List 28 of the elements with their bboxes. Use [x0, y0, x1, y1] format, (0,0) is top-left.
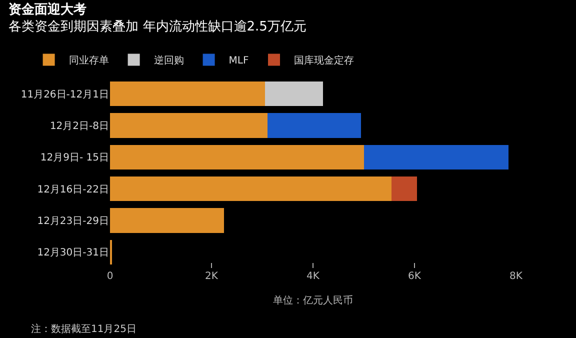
y-tick-label: 12月9日- 15日	[40, 152, 109, 164]
x-tick-label: 0	[106, 271, 114, 282]
x-tick-label: 6K	[408, 271, 422, 282]
legend-label: 同业存单	[68, 54, 109, 67]
bar	[110, 208, 224, 233]
bar	[364, 144, 508, 170]
text: 注：数据截至11月25日	[31, 323, 136, 335]
y-tick-label: 11月26日-12月1日	[20, 89, 109, 100]
legend-label: 国库现金定存	[294, 54, 354, 67]
y-tick-label: 12月30日-31日	[37, 248, 109, 259]
bar	[110, 144, 364, 170]
x-tick-label: 8K	[510, 271, 523, 282]
bar	[264, 81, 324, 106]
chart-subtitle: 各类资金到期因素叠加 年内流动性缺口逾2.5万亿元	[8, 18, 306, 34]
x-axis-title: 单位：亿元人民币	[273, 294, 353, 306]
x-tick-label: 4K	[306, 271, 320, 282]
bar	[110, 81, 265, 106]
bar	[267, 113, 362, 138]
legend-label: MLF	[228, 56, 249, 67]
y-tick-label: 12月16日-22日	[37, 184, 109, 196]
bar	[110, 113, 268, 138]
legend-label: 逆回购	[154, 54, 184, 67]
chart-title: 资金面迎大考	[8, 2, 87, 18]
x-tick-label: 2K	[205, 271, 218, 282]
bar	[392, 176, 418, 202]
y-tick-label: 12月2日-8日	[50, 121, 109, 132]
y-tick-label: 12月23日-29日	[37, 216, 109, 227]
bar	[110, 176, 392, 202]
